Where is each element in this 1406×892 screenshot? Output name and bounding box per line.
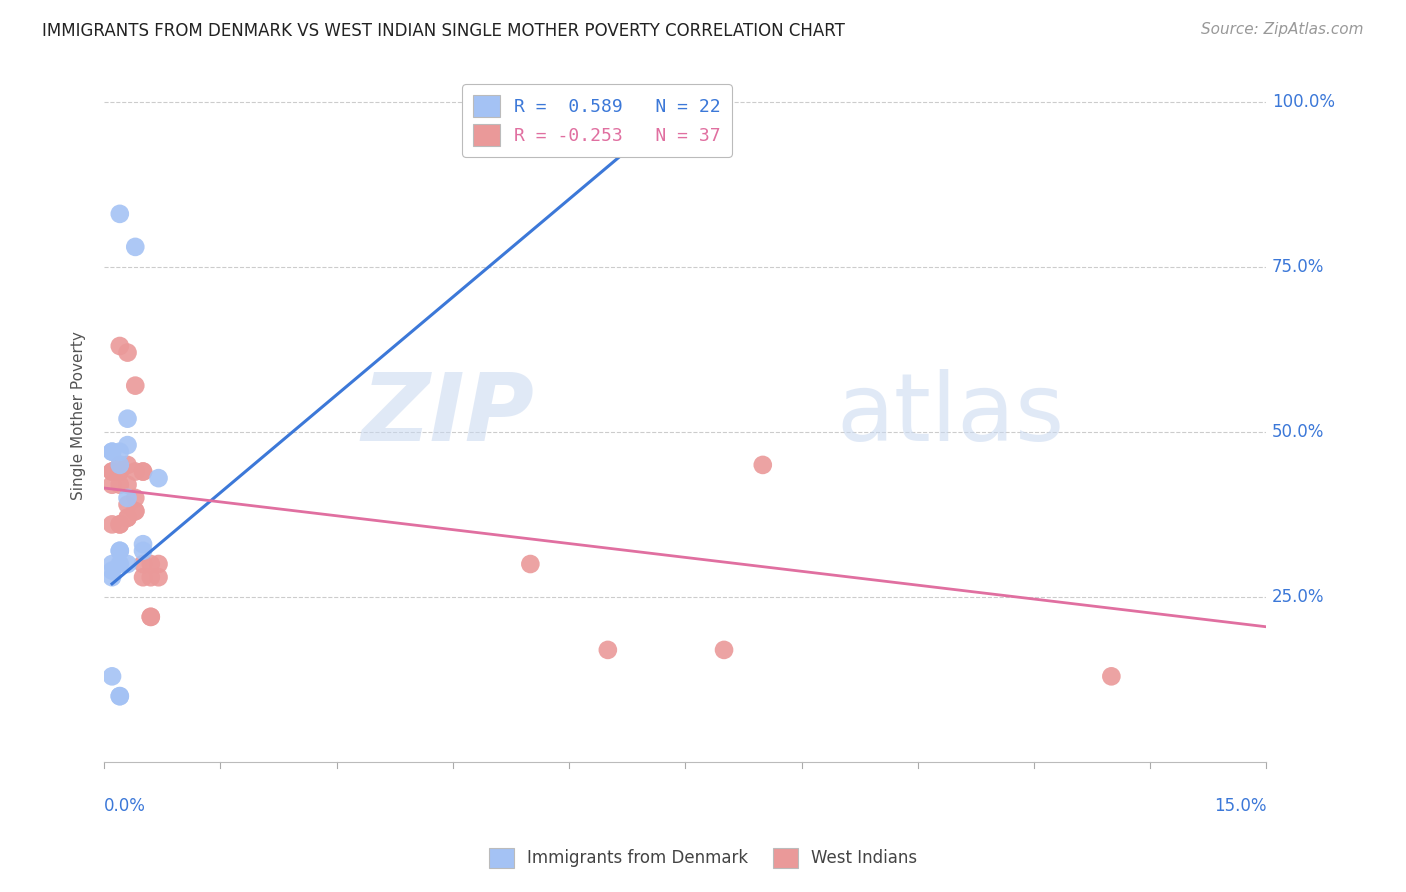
Point [132, 537, 155, 551]
Point [101, 477, 124, 491]
Point [117, 491, 139, 505]
Text: atlas: atlas [837, 369, 1064, 461]
Point [132, 465, 155, 479]
Point [117, 438, 139, 452]
Point [148, 471, 170, 485]
Point [108, 339, 131, 353]
Legend: R =  0.589   N = 22, R = -0.253   N = 37: R = 0.589 N = 22, R = -0.253 N = 37 [463, 85, 731, 156]
Point [108, 557, 131, 571]
Point [101, 444, 124, 458]
Point [124, 491, 146, 505]
Point [108, 517, 131, 532]
Point [139, 610, 162, 624]
Text: IMMIGRANTS FROM DENMARK VS WEST INDIAN SINGLE MOTHER POVERTY CORRELATION CHART: IMMIGRANTS FROM DENMARK VS WEST INDIAN S… [42, 22, 845, 40]
Text: Source: ZipAtlas.com: Source: ZipAtlas.com [1201, 22, 1364, 37]
Point [752, 458, 775, 472]
Point [101, 570, 124, 584]
Legend: Immigrants from Denmark, West Indians: Immigrants from Denmark, West Indians [482, 841, 924, 875]
Text: 75.0%: 75.0% [1272, 258, 1324, 276]
Point [108, 458, 131, 472]
Point [132, 465, 155, 479]
Point [148, 557, 170, 571]
Point [519, 557, 541, 571]
Point [124, 240, 146, 254]
Point [117, 458, 139, 472]
Point [101, 564, 124, 578]
Point [108, 477, 131, 491]
Point [117, 498, 139, 512]
Point [139, 610, 162, 624]
Point [124, 504, 146, 518]
Point [139, 570, 162, 584]
Point [117, 510, 139, 524]
Text: 15.0%: 15.0% [1213, 797, 1267, 815]
Point [108, 444, 131, 458]
Point [132, 557, 155, 571]
Point [108, 689, 131, 703]
Point [124, 378, 146, 392]
Text: 50.0%: 50.0% [1272, 423, 1324, 441]
Point [117, 557, 139, 571]
Point [108, 543, 131, 558]
Point [1099, 669, 1122, 683]
Text: 0.0%: 0.0% [104, 797, 146, 815]
Point [117, 477, 139, 491]
Point [132, 543, 155, 558]
Point [101, 465, 124, 479]
Point [117, 510, 139, 524]
Point [101, 444, 124, 458]
Point [713, 643, 735, 657]
Point [108, 543, 131, 558]
Point [124, 504, 146, 518]
Y-axis label: Single Mother Poverty: Single Mother Poverty [72, 331, 86, 500]
Point [132, 570, 155, 584]
Text: 25.0%: 25.0% [1272, 588, 1324, 606]
Point [139, 557, 162, 571]
Point [108, 465, 131, 479]
Text: ZIP: ZIP [361, 369, 534, 461]
Point [101, 557, 124, 571]
Point [108, 465, 131, 479]
Point [117, 411, 139, 425]
Point [108, 207, 131, 221]
Point [148, 570, 170, 584]
Point [101, 517, 124, 532]
Point [108, 689, 131, 703]
Point [596, 643, 619, 657]
Point [101, 465, 124, 479]
Point [108, 458, 131, 472]
Point [124, 465, 146, 479]
Text: 100.0%: 100.0% [1272, 93, 1336, 111]
Point [117, 345, 139, 359]
Point [101, 669, 124, 683]
Point [108, 517, 131, 532]
